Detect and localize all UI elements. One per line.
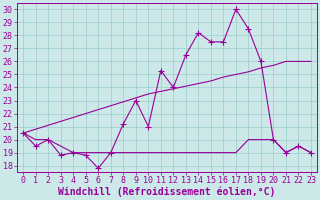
X-axis label: Windchill (Refroidissement éolien,°C): Windchill (Refroidissement éolien,°C) xyxy=(58,187,276,197)
